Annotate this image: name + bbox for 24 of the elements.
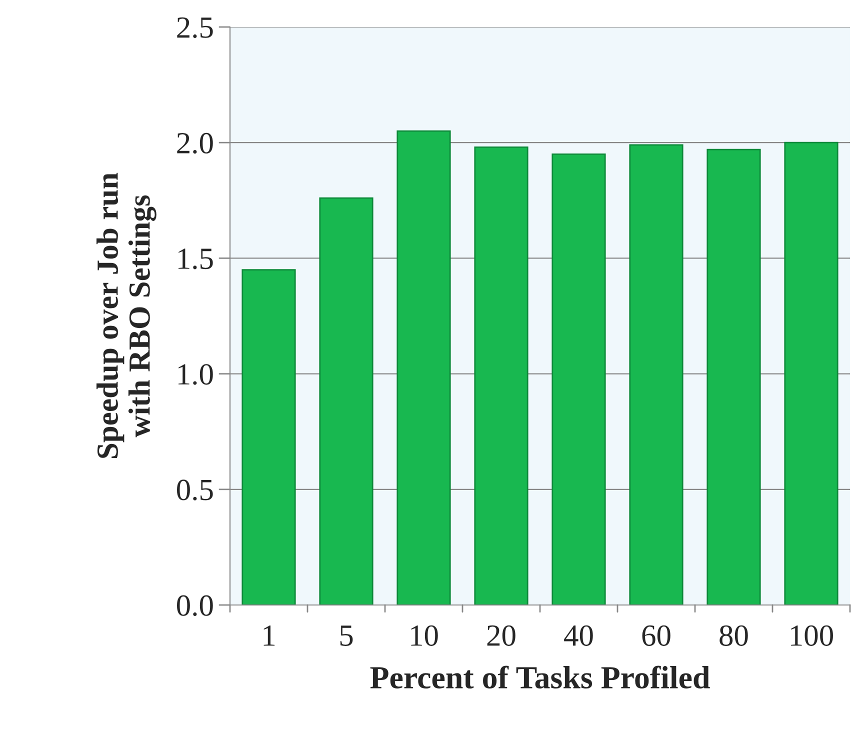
x-tick-label: 100 xyxy=(791,625,833,646)
y-tick-label: 2.0 xyxy=(177,132,213,154)
y-tick-label: 0.5 xyxy=(177,480,213,500)
x-tick-label: 10 xyxy=(411,625,438,646)
y-tick-label: 2.5 xyxy=(177,17,213,38)
bar xyxy=(784,142,838,605)
x-tick-label: 5 xyxy=(340,626,353,646)
y-tick-label: 1.5 xyxy=(178,248,213,270)
bar xyxy=(552,153,606,605)
bar xyxy=(319,197,374,605)
x-tick-label: 1 xyxy=(264,625,275,646)
y-tick-label: 1.0 xyxy=(178,364,213,385)
x-tick-label: 60 xyxy=(642,625,670,646)
x-axis-title: Percent of Tasks Profiled xyxy=(370,666,710,689)
y-tick-label: 0.0 xyxy=(177,595,213,616)
bar xyxy=(396,130,451,605)
x-tick-label: 20 xyxy=(487,625,516,646)
bar xyxy=(706,148,761,605)
x-tick-label: 80 xyxy=(720,625,748,646)
bar xyxy=(474,146,528,605)
bar xyxy=(629,144,684,605)
x-tick-label: 40 xyxy=(564,625,593,646)
bar xyxy=(242,269,296,605)
y-axis-title: Speedup over Job run with RBO Settings xyxy=(96,172,156,458)
